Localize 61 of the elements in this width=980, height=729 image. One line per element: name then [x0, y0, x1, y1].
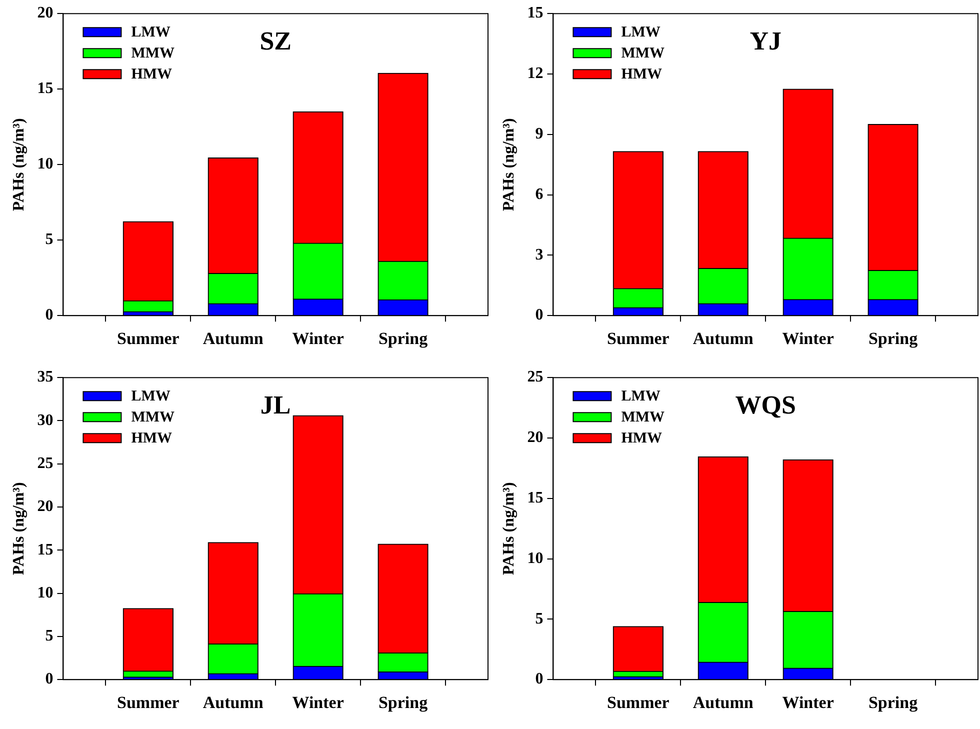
- y-tick-label: 15: [37, 80, 54, 98]
- x-tick-label: Autumn: [202, 329, 264, 348]
- x-tick-label: Winter: [782, 693, 834, 712]
- x-tick-label: Spring: [868, 693, 918, 712]
- x-tick-label: Spring: [378, 693, 428, 712]
- y-tick-label: 15: [37, 541, 54, 558]
- y-axis-title: PAHs (ng/m³): [500, 118, 518, 212]
- y-tick-label: 10: [37, 156, 54, 173]
- y-tick-label: 15: [527, 490, 544, 507]
- legend-label: HMW: [131, 66, 172, 82]
- x-tick-label: Autumn: [692, 329, 754, 348]
- legend-label: HMW: [131, 430, 172, 446]
- x-tick-label: Winter: [782, 329, 834, 348]
- legend-label: MMW: [621, 45, 665, 62]
- y-tick-label: 20: [37, 4, 54, 22]
- text: JL: [260, 390, 291, 420]
- y-tick-label: 25: [37, 455, 54, 472]
- text: WQS: [735, 390, 796, 420]
- x-tick-label: Autumn: [692, 693, 754, 712]
- y-axis-title: PAHs (ng/m³): [500, 482, 518, 576]
- y-tick-label: 20: [527, 429, 544, 446]
- y-tick-label: 5: [45, 628, 54, 645]
- legend-label: MMW: [621, 409, 665, 426]
- x-tick-label: Summer: [606, 329, 670, 348]
- legend-label: MMW: [131, 409, 175, 426]
- y-axis-title: PAHs (ng/m³): [10, 118, 28, 212]
- y-tick-label: 6: [535, 186, 544, 203]
- legend-label: HMW: [621, 430, 662, 446]
- y-tick-label: 10: [37, 584, 54, 602]
- y-tick-label: 10: [527, 550, 544, 567]
- x-tick-label: Autumn: [202, 693, 264, 712]
- text: YJ: [750, 26, 782, 56]
- legend-label: MMW: [131, 45, 175, 62]
- legend-label: LMW: [621, 388, 660, 404]
- legend-label: LMW: [131, 24, 170, 40]
- x-tick-label: Summer: [606, 693, 670, 712]
- legend-label: LMW: [131, 388, 170, 404]
- x-tick-label: Spring: [868, 329, 918, 348]
- y-tick-label: 20: [37, 498, 54, 516]
- y-tick-label: 5: [45, 231, 54, 248]
- y-tick-label: 30: [37, 412, 54, 429]
- y-tick-label: 0: [535, 306, 544, 324]
- y-axis-title: PAHs (ng/m³): [10, 482, 28, 576]
- x-tick-label: Winter: [292, 329, 344, 348]
- y-tick-label: 0: [535, 670, 544, 688]
- y-tick-label: 0: [45, 670, 54, 688]
- y-tick-label: 9: [535, 126, 544, 143]
- legend-label: HMW: [621, 66, 662, 82]
- y-tick-label: 35: [37, 368, 54, 386]
- x-tick-label: Summer: [116, 693, 180, 712]
- y-tick-label: 3: [535, 246, 544, 264]
- x-tick-label: Spring: [378, 329, 428, 348]
- x-tick-label: Summer: [116, 329, 180, 348]
- y-tick-label: 5: [535, 610, 544, 628]
- y-tick-label: 25: [527, 368, 544, 386]
- text: SZ: [260, 26, 292, 56]
- legend-label: LMW: [621, 24, 660, 40]
- x-tick-label: Winter: [292, 693, 344, 712]
- y-tick-label: 0: [45, 306, 54, 324]
- y-tick-label: 12: [527, 65, 544, 82]
- y-tick-label: 15: [527, 4, 544, 22]
